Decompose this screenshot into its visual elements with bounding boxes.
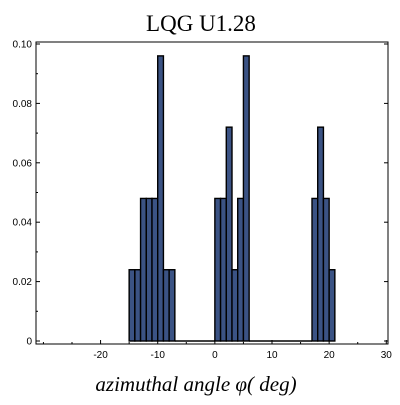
histogram-bar <box>162 269 170 342</box>
x-tick-label: 10 <box>266 350 278 361</box>
histogram-bars <box>128 55 336 342</box>
histogram-bar <box>157 55 165 342</box>
histogram-bar <box>311 197 319 342</box>
x-tick-label: 20 <box>324 350 336 361</box>
x-tick-label: 30 <box>381 350 393 361</box>
histogram-bar <box>231 269 239 342</box>
y-tick-label: 0.10 <box>13 40 33 51</box>
histogram-bar <box>322 197 330 342</box>
histogram-bar <box>139 197 147 342</box>
x-axis-label: azimuthal angle φ( deg) <box>95 372 296 396</box>
y-tick-label: 0.04 <box>13 218 33 229</box>
histogram-bar <box>237 197 245 342</box>
y-axis: 0 0.02 0.04 0.06 0.08 0.10 <box>13 40 388 348</box>
x-axis: -20 -10 0 10 20 30 <box>42 340 393 361</box>
histogram-bar <box>214 197 222 342</box>
y-tick-label: 0.06 <box>13 158 33 169</box>
x-tick-label: -20 <box>93 350 108 361</box>
histogram-bar <box>168 269 176 342</box>
histogram-bar <box>128 269 136 342</box>
histogram-bar <box>151 197 159 342</box>
chart-title: LQG U1.28 <box>146 11 256 36</box>
histogram-bar <box>242 55 250 342</box>
histogram-bar <box>328 269 336 342</box>
histogram-bar <box>317 126 325 342</box>
histogram-bar <box>219 197 227 342</box>
histogram-bar <box>145 197 153 342</box>
y-tick-label: 0.02 <box>13 277 33 288</box>
histogram-bar <box>225 126 233 342</box>
x-tick-label: 0 <box>212 350 218 361</box>
histogram-bar <box>134 269 142 342</box>
y-tick-label: 0.08 <box>13 99 33 110</box>
x-tick-label: -10 <box>150 350 165 361</box>
y-tick-label: 0 <box>26 337 32 348</box>
